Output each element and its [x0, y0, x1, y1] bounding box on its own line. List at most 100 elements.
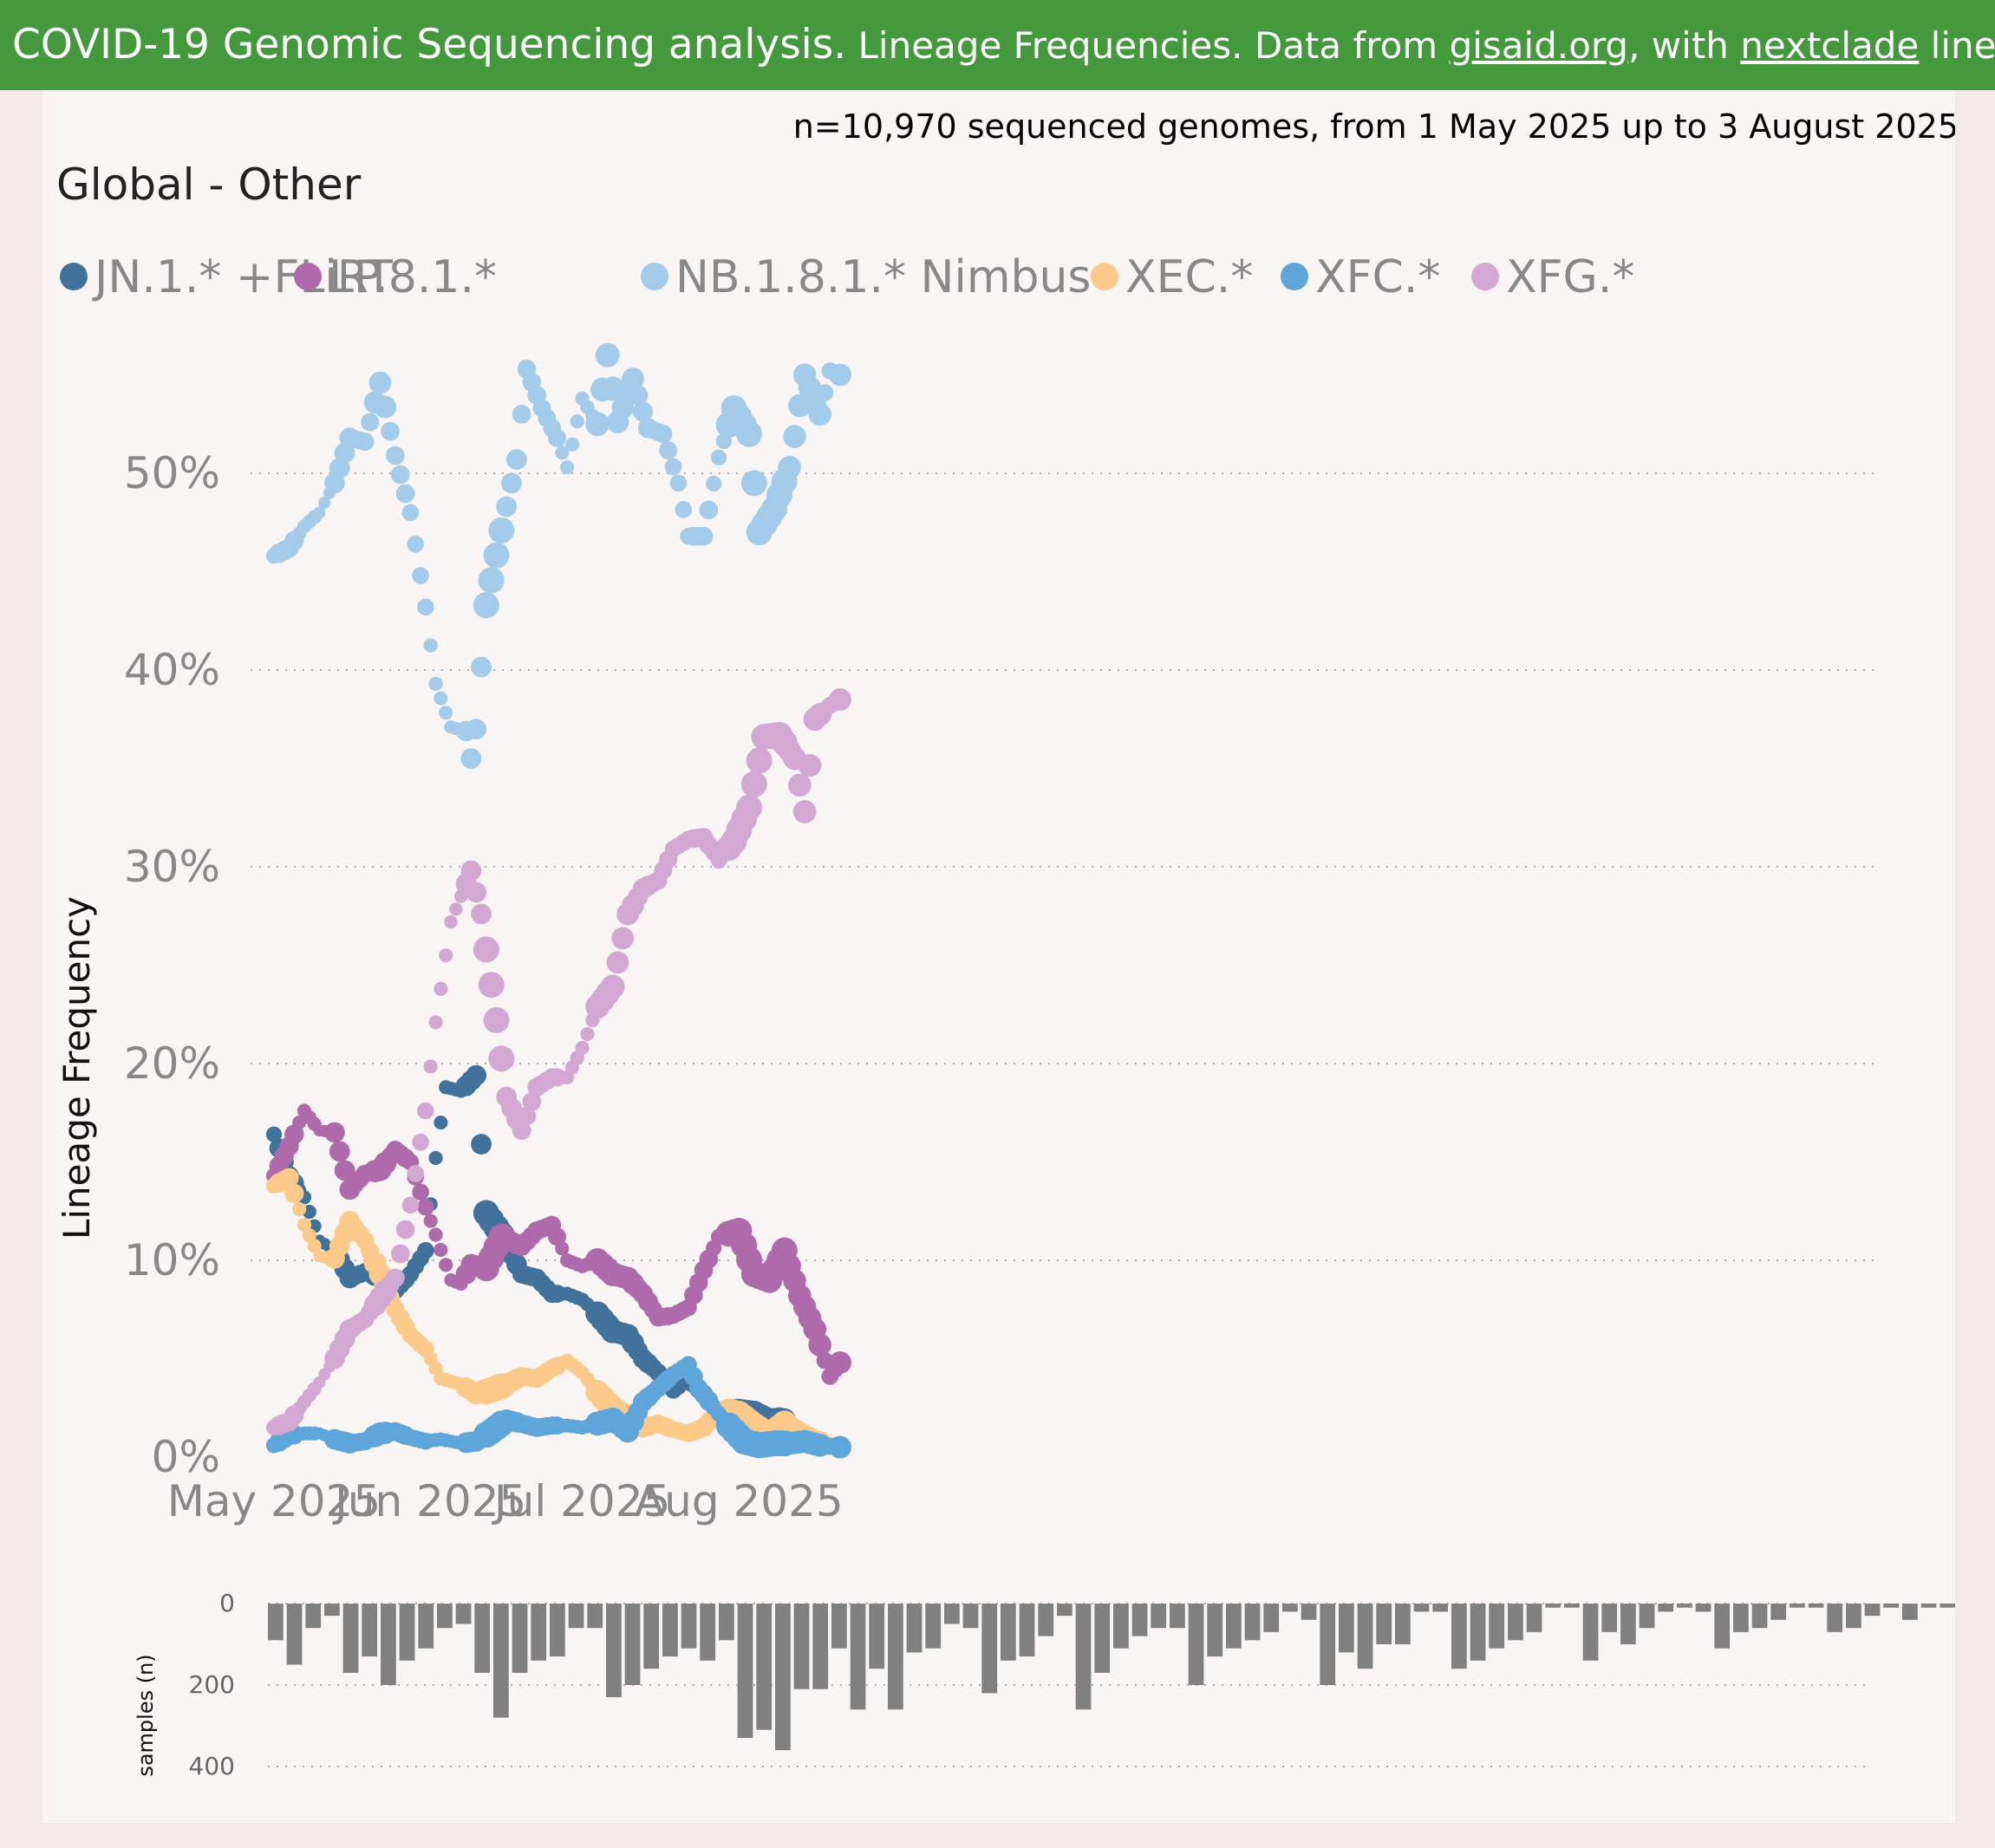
data-point	[778, 455, 801, 479]
data-point	[324, 1122, 345, 1143]
sample-bar	[793, 1604, 810, 1689]
sample-bar	[1864, 1604, 1881, 1617]
legend-item[interactable]: LP.8.1.*	[294, 251, 497, 303]
legend-marker-icon	[641, 263, 668, 290]
legend-item[interactable]: JN.1.* +FLiRT	[60, 251, 393, 303]
data-point	[675, 501, 693, 518]
sample-bar	[812, 1604, 829, 1689]
legend-label: NB.1.8.1.* Nimbus	[675, 251, 1092, 303]
data-point	[361, 413, 380, 432]
sample-bar	[906, 1604, 923, 1653]
data-point	[488, 517, 515, 543]
data-point	[434, 691, 448, 706]
sample-bar	[1075, 1604, 1092, 1710]
y-tick-label: 40%	[124, 645, 220, 695]
sample-bar	[1226, 1604, 1242, 1649]
series-NB181	[265, 342, 851, 770]
data-point	[417, 598, 434, 616]
data-point	[595, 342, 620, 368]
sample-bar	[1432, 1604, 1449, 1612]
sample-bar	[399, 1604, 415, 1661]
data-point	[522, 1092, 542, 1111]
data-point	[585, 412, 610, 437]
header-banner: COVID-19 Genomic Sequencing analysis. Li…	[0, 0, 1995, 90]
sample-bar	[962, 1604, 979, 1629]
sample-bar	[1263, 1604, 1280, 1632]
sample-bar	[1770, 1604, 1787, 1620]
sample-bar	[1470, 1604, 1486, 1661]
data-point	[423, 1059, 438, 1074]
data-point	[555, 1241, 570, 1256]
sample-bar	[1094, 1604, 1111, 1673]
data-point	[318, 497, 331, 510]
data-point	[564, 437, 580, 452]
legend-label: LP.8.1.*	[329, 251, 497, 303]
legend-item[interactable]: XFG.*	[1471, 251, 1634, 303]
sample-bar	[1376, 1604, 1392, 1644]
x-tick-label: Jun 2025	[332, 1476, 526, 1526]
sample-bar	[1151, 1604, 1167, 1629]
data-point	[547, 1227, 566, 1246]
sample-bar	[1339, 1604, 1354, 1653]
legend-marker-icon	[1471, 263, 1499, 290]
legend-item[interactable]: XFC.*	[1281, 251, 1440, 303]
data-point	[501, 472, 522, 494]
sample-bar	[1301, 1604, 1317, 1620]
data-point	[816, 384, 834, 401]
data-point	[395, 484, 415, 504]
data-point	[828, 1351, 851, 1375]
data-point	[478, 972, 505, 999]
banner-title: COVID-19 Genomic Sequencing analysis.	[12, 21, 847, 68]
sample-bar	[643, 1604, 660, 1669]
sample-bar	[1883, 1604, 1900, 1608]
sample-bar	[1808, 1604, 1824, 1608]
data-point	[412, 1183, 429, 1201]
data-point	[471, 656, 492, 678]
data-point	[423, 638, 438, 653]
sample-bar	[1940, 1604, 1955, 1608]
data-point	[483, 1007, 510, 1034]
series-XFC	[265, 1356, 851, 1459]
sample-bar	[305, 1604, 322, 1629]
data-point	[798, 753, 822, 778]
y-tick-label: 50%	[124, 448, 220, 498]
y-tick-label: 30%	[124, 842, 220, 892]
sample-bar	[869, 1604, 885, 1669]
data-point	[575, 1040, 590, 1055]
data-point	[547, 428, 566, 447]
legend-marker-icon	[1281, 263, 1308, 290]
legend-label: JN.1.* +FLiRT	[92, 251, 393, 303]
sample-bar	[512, 1604, 528, 1673]
sample-bar	[1601, 1604, 1618, 1632]
sample-bar	[1451, 1604, 1467, 1669]
legend-item[interactable]: NB.1.8.1.* Nimbus	[641, 251, 1092, 303]
sample-bar	[888, 1604, 903, 1710]
data-point	[449, 902, 463, 916]
data-point	[460, 748, 482, 770]
sample-bar	[1582, 1604, 1599, 1661]
sample-bar	[1001, 1604, 1016, 1661]
nextclade-link[interactable]: nextclade	[1740, 24, 1920, 67]
data-point	[505, 449, 527, 470]
sample-bar	[1508, 1604, 1523, 1641]
sample-bar	[324, 1604, 340, 1617]
sample-bar	[381, 1604, 396, 1685]
legend-item[interactable]: XEC.*	[1091, 251, 1253, 303]
sample-bar	[474, 1604, 491, 1673]
data-point	[417, 1241, 434, 1259]
data-point	[473, 592, 499, 619]
sample-bar	[719, 1604, 734, 1641]
sample-bar	[1920, 1604, 1937, 1608]
sample-bar	[1639, 1604, 1655, 1629]
chart-title: Global - Other	[56, 159, 362, 210]
x-tick-label: Aug 2025	[635, 1476, 844, 1526]
data-point	[395, 1220, 415, 1240]
sample-bar	[1733, 1604, 1749, 1632]
data-point	[401, 1196, 420, 1214]
gisaid-link[interactable]: gisaid.org	[1449, 24, 1629, 67]
banner-text-1: Lineage Frequencies. Data from	[846, 24, 1450, 67]
data-point	[808, 402, 831, 426]
data-point	[699, 500, 719, 520]
data-point	[622, 368, 644, 390]
